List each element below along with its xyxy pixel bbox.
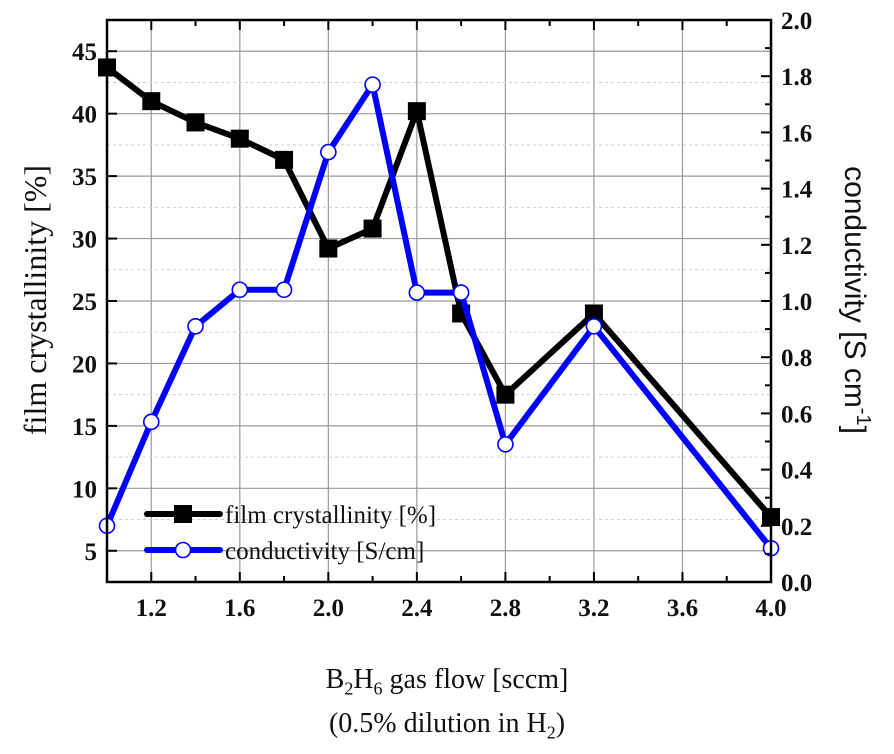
y-tick-label-left: 30 (72, 227, 97, 254)
x-tick-label: 2.8 (490, 595, 521, 622)
y-tick-label-left: 40 (72, 102, 97, 129)
y-tick-label-right: 1.2 (781, 233, 812, 260)
y-tick-label-left: 5 (85, 539, 98, 566)
data-point-square (142, 92, 161, 111)
y-tick-label-right: 0.2 (781, 514, 812, 541)
legend-marker-circle (174, 541, 192, 559)
y-tick-label-right: 1.6 (781, 120, 812, 147)
data-point-circle (408, 284, 426, 301)
y-tick-label-right: 1.0 (781, 289, 812, 316)
x-tick-label: 2.4 (401, 595, 433, 622)
y-tick-label-right: 2.0 (781, 8, 812, 35)
data-point-circle (585, 317, 603, 335)
y-tick-label-right: 0.6 (781, 401, 812, 428)
x-axis-subtitle: (0.5% dilution in H2) (328, 708, 566, 743)
grid (107, 20, 771, 583)
legend-label: film crystallinity [%] (225, 502, 436, 529)
y-tick-label-left: 35 (72, 164, 97, 191)
data-point-square (230, 129, 249, 148)
y-tick-label-right: 1.4 (781, 177, 813, 204)
series-line (104, 81, 774, 551)
data-series (98, 58, 780, 557)
y-tick-label-left: 20 (72, 351, 97, 378)
x-tick-label: 1.6 (224, 595, 255, 622)
data-point-circle (275, 281, 293, 299)
legend-label: conductivity [S/cm] (225, 538, 424, 565)
data-point-circle (452, 284, 470, 301)
data-point-square (407, 102, 426, 121)
data-point-square (363, 219, 382, 238)
legend: film crystallinity [%] conductivity [S/cm… (144, 502, 436, 565)
x-tick-label: 3.6 (667, 595, 698, 622)
x-axis-title: B2H6 gas flow [sccm] (325, 664, 569, 699)
y-tick-label-right: 0.4 (781, 458, 813, 485)
data-point-square (275, 150, 294, 169)
data-point-square (319, 239, 338, 258)
x-tick-label: 4.0 (755, 595, 786, 622)
x-tick-label: 3.2 (578, 595, 609, 622)
y-tick-label-left: 10 (72, 476, 97, 503)
data-point-circle (364, 76, 381, 93)
data-point-circle (142, 413, 160, 431)
y-tick-label-right: 1.8 (781, 64, 812, 91)
y-axis-title-left: film crystallinity [%] (17, 165, 53, 435)
data-point-square (584, 304, 603, 323)
legend-marker-square (174, 505, 192, 523)
y-tick-label-right: 0.0 (781, 570, 812, 597)
data-point-circle (320, 143, 337, 161)
y-tick-label-left: 15 (72, 414, 97, 441)
y-tick-label-left: 25 (72, 289, 97, 316)
data-point-circle (497, 436, 514, 453)
x-tick-label: 2.0 (313, 595, 344, 622)
data-point-circle (231, 281, 249, 299)
data-point-square (496, 385, 515, 404)
data-point-circle (187, 317, 204, 335)
data-point-square (186, 113, 205, 132)
y-axis-title-right: conductivity [S cm-1] (838, 166, 874, 434)
y-tick-label-left: 45 (72, 39, 97, 66)
axis-ticks: 1.2 1.6 2.0 2.4 2.8 3.2 3.6 4.0 5 10 15 20 25 30 35 40 4… (72, 8, 813, 622)
x-tick-label: 1.2 (136, 595, 167, 622)
y-tick-label-right: 0.8 (781, 345, 812, 372)
